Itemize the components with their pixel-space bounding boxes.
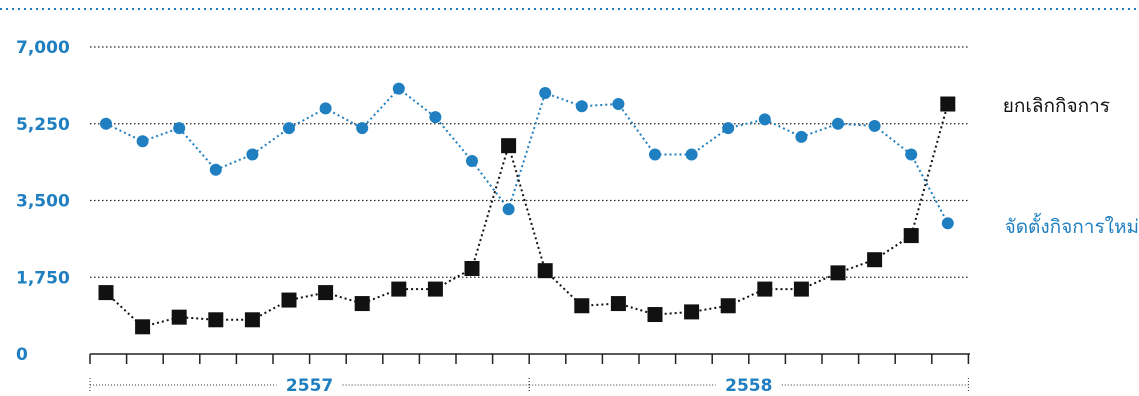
data-point <box>830 265 846 281</box>
data-point <box>246 148 259 161</box>
series-closed-businesses <box>98 96 956 335</box>
data-point <box>574 298 590 314</box>
data-point <box>502 203 515 216</box>
data-point <box>283 122 295 135</box>
data-point <box>208 312 224 328</box>
data-point <box>98 285 114 301</box>
data-point <box>722 122 735 135</box>
data-point <box>647 307 663 323</box>
series-new-businesses <box>100 82 954 230</box>
data-point <box>501 138 517 154</box>
data-point <box>537 263 553 279</box>
data-point <box>173 122 186 135</box>
data-point <box>793 281 809 297</box>
data-point <box>685 148 698 161</box>
x-axis <box>89 353 970 364</box>
y-tick-label: 1,750 <box>16 268 70 288</box>
year-label: 2558 <box>725 376 772 396</box>
data-point <box>318 285 334 301</box>
gridlines <box>90 46 970 278</box>
y-tick-label: 0 <box>16 345 28 365</box>
data-point <box>903 228 919 244</box>
data-point <box>136 135 149 148</box>
data-point <box>354 296 370 312</box>
data-point <box>391 281 407 297</box>
year-label: 2557 <box>286 376 333 396</box>
y-tick-label: 3,500 <box>16 192 70 212</box>
data-point <box>758 113 771 126</box>
data-point <box>466 155 478 168</box>
data-point <box>649 148 661 161</box>
data-point <box>427 281 443 297</box>
data-point <box>464 260 480 276</box>
data-point <box>392 82 405 95</box>
data-point <box>684 304 700 320</box>
data-point <box>940 96 956 112</box>
data-point <box>281 292 297 308</box>
data-point <box>610 296 626 312</box>
data-point <box>319 102 332 115</box>
data-point <box>867 252 883 268</box>
data-point <box>757 281 773 297</box>
year-brackets: 2557 2558 <box>89 376 969 396</box>
data-point <box>135 319 151 335</box>
data-point <box>539 87 552 100</box>
legend-label-closed: ยกเลิกกิจการ <box>1003 95 1110 117</box>
data-point <box>941 217 954 230</box>
data-point <box>720 298 736 314</box>
data-point <box>795 130 808 143</box>
series-line <box>105 103 949 328</box>
data-point <box>100 117 112 130</box>
series-layer <box>98 82 956 335</box>
legend-label-new: จัดตั้งกิจการใหม่ <box>1005 213 1139 238</box>
data-point <box>868 119 881 132</box>
data-point <box>612 98 625 111</box>
y-tick-label: 7,000 <box>16 38 70 58</box>
data-point <box>905 148 918 161</box>
data-point <box>209 163 222 176</box>
data-point <box>429 111 442 124</box>
y-tick-label: 5,250 <box>16 115 70 135</box>
data-point <box>244 312 260 328</box>
data-point <box>171 309 187 325</box>
y-axis-ticks: 7,000 5,250 3,500 1,750 0 <box>16 38 70 365</box>
data-point <box>832 117 844 130</box>
data-point <box>575 100 588 113</box>
series-line <box>105 87 949 224</box>
data-point <box>356 122 369 135</box>
